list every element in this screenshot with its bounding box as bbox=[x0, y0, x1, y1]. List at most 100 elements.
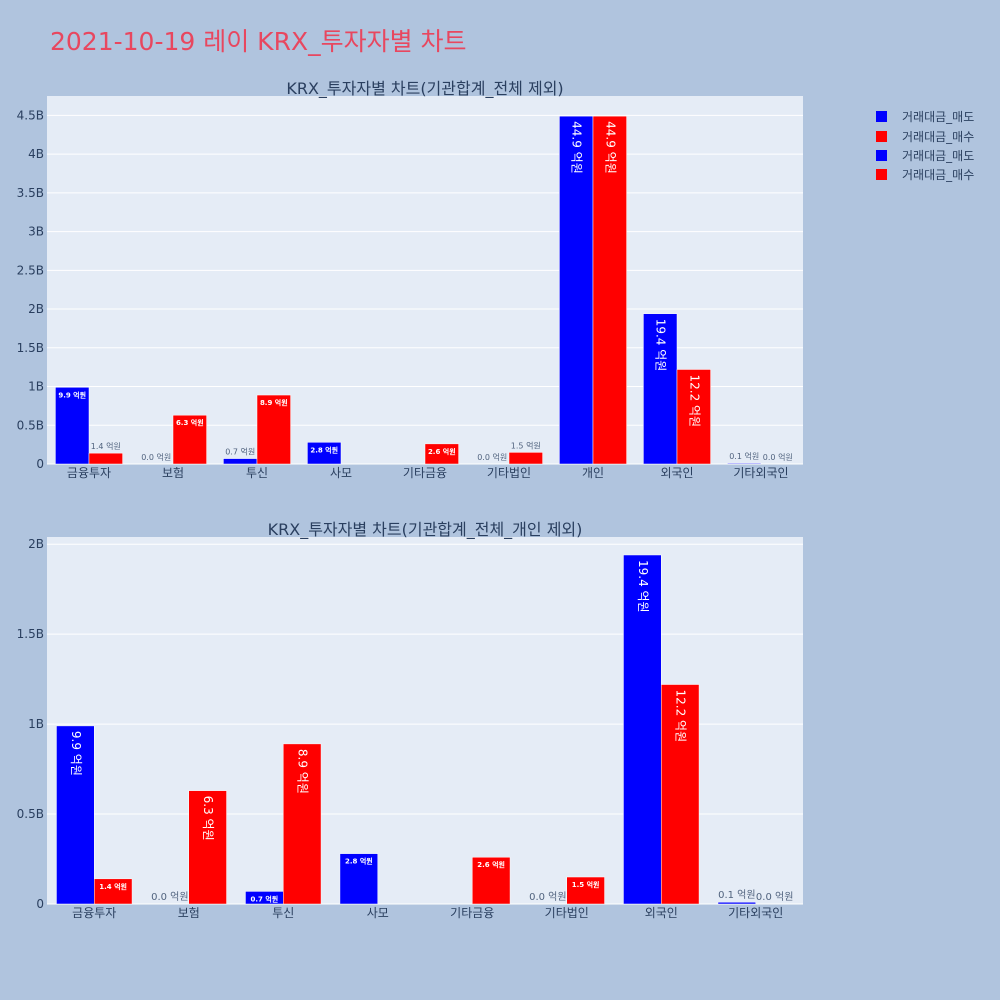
data-label: 0.7 억원 bbox=[250, 894, 278, 903]
data-label: 0.0 억원 bbox=[151, 891, 188, 903]
data-label: 9.9 억원 bbox=[69, 731, 83, 776]
y-tick-label: 1.5B bbox=[17, 341, 44, 355]
legend-item[interactable]: 거래대금_매수 bbox=[876, 126, 974, 145]
data-label: 1.5 억원 bbox=[511, 440, 541, 450]
x-tick-label: 기타외국인 bbox=[733, 466, 788, 480]
legend: 거래대금_매도 거래대금_매수 거래대금_매도 거래대금_매수 bbox=[876, 107, 974, 185]
data-label: 9.9 억원 bbox=[58, 390, 86, 399]
x-tick-label: 기타금융 bbox=[450, 906, 494, 920]
x-tick-label: 기타금융 bbox=[403, 466, 447, 480]
data-label: 0.0 억원 bbox=[141, 452, 171, 462]
data-label: 2.6 억원 bbox=[477, 860, 505, 869]
data-label: 44.9 억원 bbox=[570, 121, 584, 174]
bar bbox=[339, 853, 379, 905]
bar bbox=[717, 901, 757, 905]
bar bbox=[55, 387, 90, 465]
data-label: 19.4 억원 bbox=[636, 560, 650, 613]
x-tick-label: 기타외국인 bbox=[728, 906, 783, 920]
legend-swatch bbox=[876, 111, 887, 123]
legend-label: 거래대금_매도 bbox=[902, 110, 975, 125]
x-tick-label: 사모 bbox=[367, 906, 389, 920]
x-tick-label: 투신 bbox=[272, 906, 294, 920]
bar bbox=[88, 452, 123, 465]
bar bbox=[559, 115, 594, 465]
data-label: 1.5 억원 bbox=[572, 880, 600, 889]
legend-label: 거래대금_매수 bbox=[902, 129, 975, 144]
data-label: 8.9 억원 bbox=[260, 398, 288, 407]
x-tick-label: 보험 bbox=[162, 466, 184, 480]
data-label: 44.9 억원 bbox=[603, 121, 617, 174]
y-tick-label: 1B bbox=[28, 717, 44, 731]
y-tick-label: 4B bbox=[28, 147, 44, 161]
legend-item[interactable]: 거래대금_매도 bbox=[876, 107, 974, 126]
legend-swatch bbox=[876, 169, 887, 181]
page-title: 2021-10-19 레이 KRX_투자자별 차트 bbox=[50, 27, 467, 56]
bar bbox=[676, 369, 711, 465]
y-tick-label: 0.5B bbox=[17, 418, 44, 432]
x-tick-label: 기타법인 bbox=[545, 906, 589, 920]
bar bbox=[256, 394, 291, 465]
data-label: 12.2 억원 bbox=[674, 690, 688, 743]
y-tick-label: 3.5B bbox=[17, 186, 44, 200]
bar bbox=[623, 554, 662, 905]
bar bbox=[592, 115, 627, 465]
bar bbox=[661, 684, 700, 905]
data-label: 6.3 억원 bbox=[201, 796, 215, 841]
y-tick-label: 1.5B bbox=[17, 627, 44, 641]
y-tick-label: 2B bbox=[28, 302, 44, 316]
legend-label: 거래대금_매도 bbox=[902, 148, 975, 163]
data-label: 8.9 억원 bbox=[296, 749, 310, 794]
bar bbox=[223, 458, 258, 465]
bar bbox=[283, 743, 322, 905]
y-tick-label: 3B bbox=[28, 225, 44, 239]
bar bbox=[307, 442, 342, 465]
data-label: 1.4 억원 bbox=[91, 441, 121, 451]
y-tick-label: 2.5B bbox=[17, 263, 44, 277]
bar bbox=[56, 725, 95, 905]
legend-swatch bbox=[876, 130, 887, 142]
chart-title: KRX_투자자별 차트(기관합계_전체_개인 제외) bbox=[268, 520, 583, 540]
data-label: 0.1 억원 bbox=[729, 451, 759, 461]
data-label: 0.0 억원 bbox=[756, 891, 793, 903]
bar bbox=[424, 443, 459, 465]
y-tick-label: 0 bbox=[36, 897, 44, 911]
x-tick-label: 보험 bbox=[178, 906, 200, 920]
data-label: 1.4 억원 bbox=[99, 882, 127, 891]
bar bbox=[727, 462, 762, 465]
data-label: 12.2 억원 bbox=[687, 374, 701, 427]
legend-label: 거래대금_매수 bbox=[902, 168, 975, 183]
data-label: 19.4 억원 bbox=[654, 319, 668, 372]
y-tick-label: 0.5B bbox=[17, 807, 44, 821]
x-tick-label: 투신 bbox=[246, 466, 268, 480]
data-label: 0.0 억원 bbox=[477, 452, 507, 462]
legend-item[interactable]: 거래대금_매도 bbox=[876, 146, 974, 165]
data-label: 0.0 억원 bbox=[529, 891, 566, 903]
bar bbox=[508, 452, 543, 465]
bar bbox=[566, 876, 605, 905]
x-tick-label: 개인 bbox=[582, 466, 604, 480]
x-tick-label: 사모 bbox=[330, 466, 352, 480]
data-label: 0.7 억원 bbox=[225, 447, 255, 457]
data-label: 0.1 억원 bbox=[718, 889, 755, 901]
chart-title: KRX_투자자별 차트(기관합계_전체 제외) bbox=[286, 79, 563, 99]
y-tick-label: 0 bbox=[36, 457, 44, 471]
x-tick-label: 기타법인 bbox=[487, 466, 531, 480]
x-tick-label: 외국인 bbox=[660, 466, 693, 480]
x-tick-label: 금융투자 bbox=[67, 466, 111, 480]
bar bbox=[172, 414, 207, 465]
bar bbox=[94, 878, 133, 905]
data-label: 6.3 억원 bbox=[176, 418, 204, 427]
bar bbox=[188, 790, 227, 905]
bar bbox=[472, 856, 511, 905]
y-tick-label: 1B bbox=[28, 380, 44, 394]
data-label: 2.8 억원 bbox=[310, 445, 338, 454]
data-label: 2.6 억원 bbox=[428, 447, 456, 456]
legend-swatch bbox=[876, 149, 887, 161]
y-tick-label: 4.5B bbox=[17, 108, 44, 122]
legend-item[interactable]: 거래대금_매수 bbox=[876, 165, 974, 184]
x-tick-label: 외국인 bbox=[645, 906, 678, 920]
bar bbox=[643, 313, 678, 465]
data-label: 2.8 억원 bbox=[345, 857, 373, 866]
